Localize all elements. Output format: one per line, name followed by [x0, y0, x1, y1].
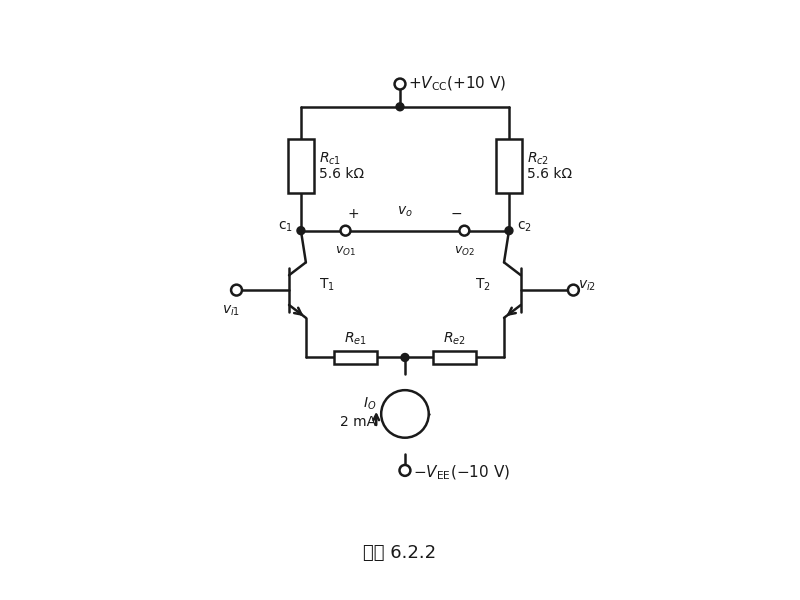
Circle shape	[505, 227, 513, 235]
Text: −: −	[450, 207, 462, 221]
Circle shape	[568, 284, 579, 296]
Circle shape	[231, 284, 242, 296]
Text: $v_{i2}$: $v_{i2}$	[578, 279, 597, 293]
Text: c$_1$: c$_1$	[278, 220, 293, 234]
Text: $R_{e2}$: $R_{e2}$	[443, 330, 466, 347]
Bar	[496, 139, 522, 193]
Text: 5.6 kΩ: 5.6 kΩ	[527, 167, 572, 181]
Circle shape	[297, 227, 305, 235]
Text: +$V_{\rm CC}$(+10 V): +$V_{\rm CC}$(+10 V)	[408, 75, 506, 93]
Bar	[288, 139, 314, 193]
Text: $v_{O1}$: $v_{O1}$	[335, 245, 356, 257]
Bar	[334, 350, 378, 364]
Text: 图题 6.2.2: 图题 6.2.2	[363, 544, 437, 562]
Text: +: +	[347, 207, 359, 221]
Text: $v_{i1}$: $v_{i1}$	[222, 304, 241, 319]
Text: $v_o$: $v_o$	[397, 205, 413, 219]
Circle shape	[396, 103, 404, 111]
Text: $-V_{\rm EE}$($-$10 V): $-V_{\rm EE}$($-$10 V)	[413, 463, 510, 482]
Text: c$_2$: c$_2$	[517, 220, 532, 234]
Text: 5.6 kΩ: 5.6 kΩ	[318, 167, 364, 181]
Text: T$_1$: T$_1$	[318, 277, 334, 293]
Text: $R_{c1}$: $R_{c1}$	[318, 150, 341, 167]
Bar	[433, 350, 476, 364]
Circle shape	[381, 390, 429, 438]
Text: 2 mA: 2 mA	[340, 415, 376, 429]
Text: T$_2$: T$_2$	[475, 277, 491, 293]
Circle shape	[341, 226, 350, 236]
Text: $I_O$: $I_O$	[363, 396, 376, 412]
Text: $R_{e1}$: $R_{e1}$	[344, 330, 367, 347]
Circle shape	[394, 79, 406, 89]
Circle shape	[401, 353, 409, 361]
Text: $v_{O2}$: $v_{O2}$	[454, 245, 475, 257]
Circle shape	[399, 465, 410, 476]
Text: $R_{c2}$: $R_{c2}$	[527, 150, 549, 167]
Circle shape	[459, 226, 470, 236]
